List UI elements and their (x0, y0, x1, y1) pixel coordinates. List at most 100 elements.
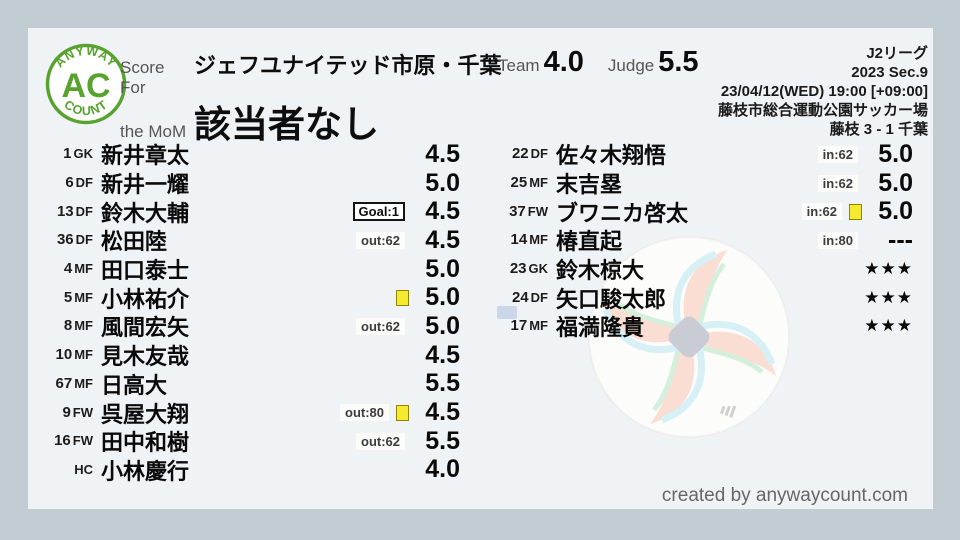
player-rating: 5.0 (878, 139, 913, 168)
player-row: 17 MF 福満隆貴 ★★★ (500, 312, 913, 341)
player-row: 6 DF 新井一耀 5.0 (45, 169, 460, 198)
event-badge: in:80 (817, 231, 858, 249)
player-row: HC 小林慶行 4.0 (45, 455, 460, 485)
kickoff-datetime: 23/04/12(WED) 19:00 [+09:00] (720, 83, 928, 100)
judge-score-value: 5.5 (658, 46, 699, 78)
player-name: 呉屋大翔 (101, 401, 190, 427)
svg-text:COUNT: COUNT (62, 97, 111, 118)
anywaycount-logo-icon: ANYWAY AC COUNT (45, 44, 127, 125)
player-rating: 5.5 (425, 369, 460, 398)
player-name: 日高大 (101, 372, 168, 398)
scores-block: Team 4.0 Judge 5.5 (498, 46, 699, 79)
team-name: ジェフユナイテッド市原・千葉 (194, 53, 502, 78)
player-name: 矢口駿太郎 (556, 286, 667, 312)
player-rating: 5.5 (425, 426, 460, 455)
player-number-position: 4 MF (45, 260, 93, 278)
player-number-position: 67 MF (45, 375, 93, 393)
player-rating: ★★★ (864, 259, 913, 279)
player-number: 36 (56, 231, 74, 249)
team-score-value: 4.0 (543, 46, 584, 78)
player-position: MF (74, 318, 93, 334)
player-row: 14 MF 椿直起 in:80 --- (500, 226, 913, 255)
player-position: DF (75, 175, 93, 191)
score-for-label: Score For (120, 58, 165, 97)
player-name: ブワニカ啓太 (556, 200, 689, 226)
player-number-position: 25 MF (500, 174, 548, 192)
player-rating: 5.0 (878, 168, 913, 197)
player-rating: 4.5 (425, 139, 460, 168)
mom-label: the MoM (120, 122, 187, 141)
player-number-position: 13 DF (45, 203, 93, 221)
player-rating: 4.0 (425, 455, 460, 484)
event-badge: Goal:1 (352, 202, 405, 222)
player-position: MF (529, 232, 548, 248)
player-number-position: 22 DF (500, 145, 548, 163)
player-number: 23 (509, 260, 527, 278)
player-position: MF (74, 347, 93, 363)
player-row: 37 FW ブワニカ啓太 in:62 5.0 (500, 197, 913, 226)
player-position: MF (74, 261, 93, 277)
team-score-label: Team (498, 56, 540, 75)
player-name: 新井章太 (101, 143, 190, 169)
event-badge: in:62 (817, 145, 858, 163)
player-row: 24 DF 矢口駿太郎 ★★★ (500, 283, 913, 312)
player-rating: 5.0 (878, 197, 913, 226)
player-row: 1 GK 新井章太 4.5 (45, 140, 460, 169)
player-number-position: 6 DF (45, 174, 93, 192)
event-badge: out:62 (356, 432, 405, 450)
player-row: 36 DF 松田陸 out:62 4.5 (45, 226, 460, 255)
season-section: 2023 Sec.9 (851, 64, 928, 81)
match-info: J2リーグ 2023 Sec.9 23/04/12(WED) 19:00 [+0… (718, 44, 928, 139)
mom-value: 該当者なし (194, 104, 379, 145)
player-number-position: 1 GK (45, 145, 93, 163)
event-badge: out:80 (340, 404, 389, 422)
player-number: 14 (510, 231, 528, 249)
player-name: 鈴木椋大 (556, 258, 645, 284)
player-position: DF (530, 146, 548, 162)
player-number: 22 (511, 145, 529, 163)
player-row: 8 MF 風間宏矢 out:62 5.0 (45, 312, 460, 341)
player-number: 16 (54, 432, 71, 450)
player-name: 新井一耀 (101, 172, 190, 198)
yellow-card-icon (849, 203, 862, 220)
player-number: 5 (63, 288, 73, 306)
player-name: 田中和樹 (101, 430, 190, 456)
player-number-position: 14 MF (500, 231, 548, 249)
player-number: 6 (65, 174, 74, 192)
player-position: MF (529, 175, 548, 191)
player-name: 小林慶行 (101, 458, 190, 484)
player-row: 4 MF 田口泰士 5.0 (45, 255, 460, 284)
player-name: 小林祐介 (101, 286, 190, 312)
event-badge: in:62 (801, 203, 842, 221)
player-number: 17 (510, 317, 528, 335)
yellow-card-icon (396, 404, 409, 421)
player-position: DF (530, 289, 548, 305)
player-row: 22 DF 佐々木翔悟 in:62 5.0 (500, 140, 913, 169)
player-rating: 5.0 (425, 311, 460, 340)
player-row: 9 FW 呉屋大翔 out:80 4.5 (45, 398, 460, 427)
player-name: 見木友哉 (101, 344, 190, 370)
player-number: 1 (63, 145, 72, 163)
player-number-position: 24 DF (500, 289, 548, 307)
logo-center-text: AC (61, 67, 110, 105)
player-rating: 5.0 (425, 283, 460, 312)
score-for-line: Score For ジェフユナイテッド市原・千葉 (120, 48, 502, 98)
player-position: MF (74, 289, 93, 305)
player-position: HC (74, 461, 93, 477)
player-position: DF (75, 232, 93, 248)
player-row: 25 MF 末吉塁 in:62 5.0 (500, 169, 913, 198)
event-badge: in:62 (817, 174, 858, 192)
player-position: FW (527, 203, 548, 219)
player-number: 10 (55, 346, 73, 364)
judge-score-label: Judge (607, 56, 655, 75)
player-number: 67 (55, 374, 73, 392)
player-rating: 5.0 (425, 254, 460, 283)
player-name: 末吉塁 (556, 172, 623, 198)
player-position: FW (72, 433, 93, 449)
player-name: 鈴木大輔 (101, 200, 190, 226)
player-number-position: 36 DF (45, 231, 93, 249)
player-number: 9 (62, 403, 71, 421)
player-number: 24 (511, 288, 529, 306)
